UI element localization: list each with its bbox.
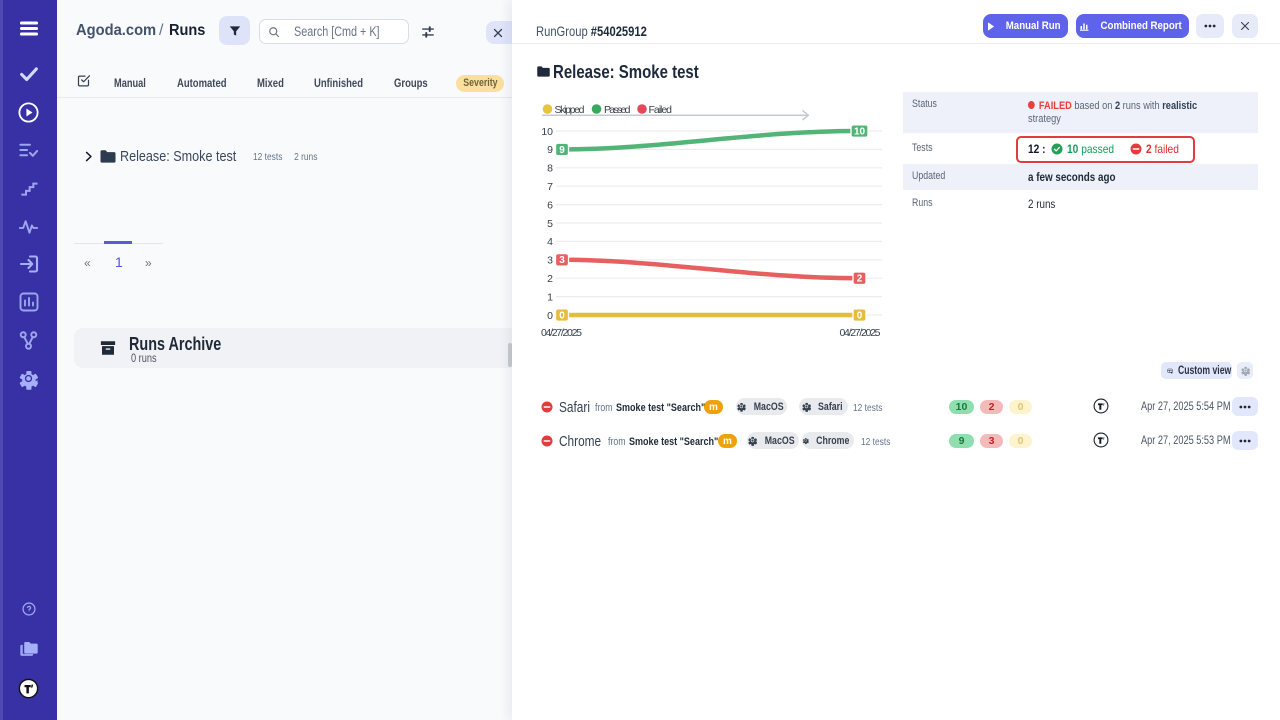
svg-text:8: 8 bbox=[547, 163, 553, 175]
svg-text:2: 2 bbox=[547, 273, 553, 285]
svg-text:7: 7 bbox=[547, 181, 553, 193]
svg-text:0: 0 bbox=[547, 310, 553, 322]
svg-text:04/27/2025: 04/27/2025 bbox=[840, 327, 881, 339]
svg-text:3: 3 bbox=[559, 255, 565, 266]
svg-text:0: 0 bbox=[559, 310, 565, 321]
svg-text:04/27/2025: 04/27/2025 bbox=[541, 327, 582, 339]
svg-text:1: 1 bbox=[547, 291, 553, 303]
svg-text:10: 10 bbox=[541, 126, 553, 138]
svg-text:9: 9 bbox=[559, 145, 565, 156]
svg-text:Failed: Failed bbox=[649, 104, 673, 116]
svg-text:3: 3 bbox=[547, 255, 553, 267]
svg-text:4: 4 bbox=[547, 236, 553, 248]
svg-text:10: 10 bbox=[854, 126, 866, 137]
svg-text:6: 6 bbox=[547, 199, 553, 211]
svg-text:Skipped: Skipped bbox=[555, 104, 585, 116]
svg-text:Passed: Passed bbox=[604, 104, 631, 116]
svg-text:0: 0 bbox=[857, 310, 863, 321]
svg-text:5: 5 bbox=[547, 218, 553, 230]
svg-text:2: 2 bbox=[857, 274, 863, 285]
svg-text:9: 9 bbox=[547, 144, 553, 156]
